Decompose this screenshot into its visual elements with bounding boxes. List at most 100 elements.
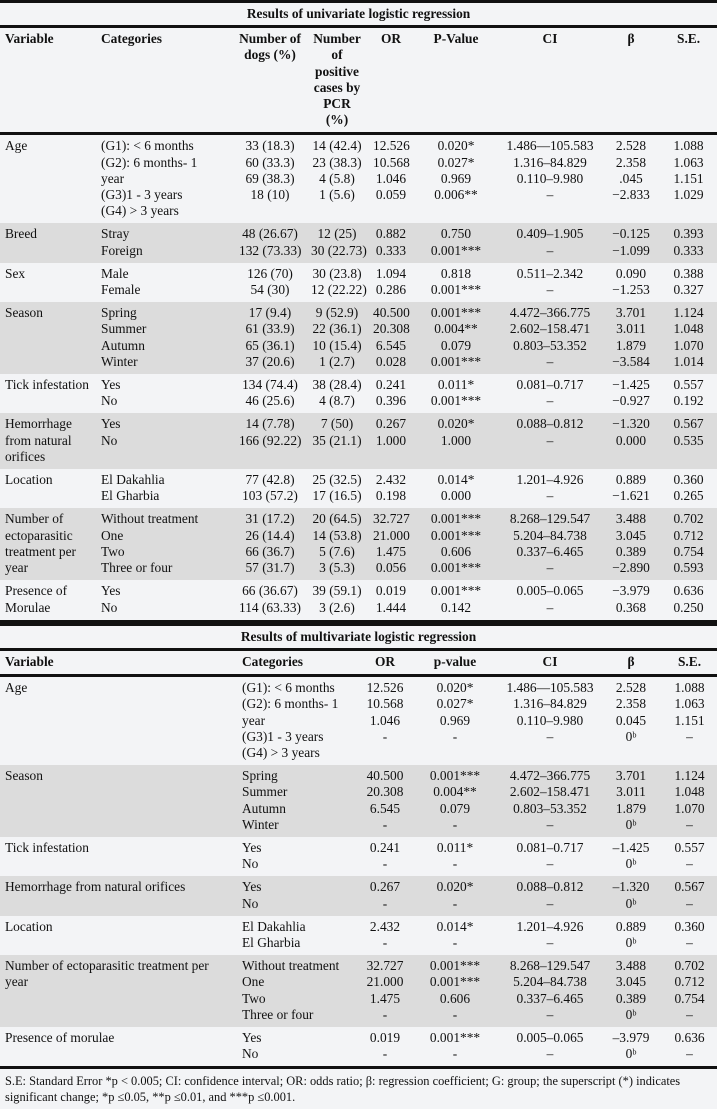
beta-cell: 0.889 0ᵇ (600, 915, 662, 956)
beta-value: 3.011 (616, 321, 646, 337)
se-cell: 1.124 1.048 1.070– (662, 765, 717, 837)
table-footnote: S.E: Standard Error *p < 0.005; CI: conf… (5, 1074, 681, 1105)
p-cell: 0.020* 0.027* 0.969 0.006** (414, 133, 498, 224)
p-value: 0.606 (440, 543, 472, 559)
categories-cell: Spring Summer Autumn Winter (96, 302, 234, 375)
dogs-cell: 33 (18.3) 60 (33.3) 69 (38.3) 18 (10) (234, 133, 306, 224)
se-value: 0.702 (674, 958, 705, 974)
ci-value: 1.201–4.926 (516, 918, 584, 934)
categories-value: (G3)1 - 3 years (101, 187, 183, 203)
or-value: 0.019 (369, 1029, 401, 1045)
table-row: Location El Dakahlia El Gharbia 77 (42.8) 10… (0, 469, 717, 509)
p-value: - (452, 728, 458, 744)
p-value: 0.001*** (430, 393, 482, 409)
categories-value: Yes (101, 377, 121, 393)
or-value: 1.094 (375, 265, 407, 281)
p-value: 0.001*** (430, 527, 482, 543)
se-value: 0.192 (673, 393, 704, 409)
table-row: Tick infestation Yes No 134 (74.4) 46 (25.6)… (0, 374, 717, 414)
or-value: 21.000 (373, 527, 410, 543)
or-value: 20.308 (373, 321, 410, 337)
p-value: - (452, 895, 458, 911)
or-value: - (382, 856, 388, 872)
se-value: – (686, 1046, 693, 1062)
or-value: 40.500 (366, 768, 404, 784)
categories-value: Stray (101, 226, 130, 242)
categories-cell: Yes No (96, 374, 234, 414)
beta-cell: 0.090 −1.253 (602, 262, 660, 303)
or-value: - (382, 934, 388, 950)
categories-value: Autumn (242, 800, 286, 816)
dogs-value: 54 (30) (250, 282, 290, 298)
p-cell: 0.750 0.001*** (414, 223, 498, 263)
table-row: Presence of Morulae Yes No 66 (36.67) 114 (6… (0, 580, 717, 623)
p-value: 0.011* (436, 839, 474, 855)
variable-cell: Hemorrhage from natural orifices (0, 413, 96, 470)
positive-value: 12 (25) (317, 226, 357, 242)
dogs-value: 77 (42.8) (245, 472, 295, 488)
positive-value: 7 (50) (320, 416, 354, 432)
beta-value: −0.125 (612, 226, 650, 242)
categories-value: No (242, 895, 259, 911)
p-value: - (452, 934, 458, 950)
beta-value: 0.389 (615, 990, 647, 1006)
ci-value: – (546, 560, 554, 576)
or-cell: 0.019 1.444 (368, 580, 414, 623)
positive-cell: 30 (23.8) 12 (22.22) (306, 262, 368, 303)
ci-value: 1.316–84.829 (513, 696, 587, 712)
categories-cell: Male Female (96, 262, 234, 303)
table-row: Age (G1): < 6 months (G2): 6 months- 1 year… (0, 675, 717, 766)
variable-cell: Sex (0, 262, 96, 303)
variable-cell: Tick infestation (0, 836, 237, 877)
se-value: 0.712 (674, 974, 705, 990)
or-value: - (382, 728, 388, 744)
p-cell: 0.020* 0.027* 0.969- (410, 675, 500, 766)
dogs-value: 14 (7.78) (245, 416, 295, 432)
se-cell: 0.557 0.192 (660, 374, 717, 414)
beta-value: −1.099 (612, 242, 650, 258)
p-value: 0.001*** (429, 1029, 481, 1045)
beta-value: 0.090 (615, 265, 647, 281)
or-value: 2.432 (375, 472, 407, 488)
beta-value: 3.045 (615, 527, 647, 543)
categories-value: One (242, 974, 265, 990)
or-cell: 2.432- (360, 915, 410, 956)
dogs-value: 103 (57.2) (242, 488, 298, 504)
p-value: - (452, 816, 458, 832)
p-value: - (452, 1006, 458, 1022)
or-value: - (382, 895, 388, 911)
dogs-value: 57 (31.7) (245, 560, 295, 576)
column-header: CI (500, 649, 600, 678)
se-value: 0.327 (673, 282, 704, 298)
se-value: 1.088 (674, 680, 705, 696)
se-value: 0.636 (674, 1029, 705, 1045)
dogs-value: 37 (20.6) (245, 353, 295, 369)
beta-value: −1.425 (612, 377, 650, 393)
positive-value: 12 (22.22) (311, 282, 367, 298)
or-value: - (382, 1046, 388, 1062)
beta-value: .045 (619, 170, 643, 186)
beta-cell: –3.979 0ᵇ (600, 1026, 662, 1070)
categories-value: Yes (242, 879, 262, 895)
se-value: 0.250 (673, 599, 704, 615)
dogs-value: 66 (36.67) (242, 583, 298, 599)
categories-value: Without treatment (242, 958, 340, 974)
p-cell: 0.001*** 0.001*** 0.606 0.001*** (414, 508, 498, 581)
p-value: 1.000 (440, 432, 472, 448)
variable-cell: Season (0, 302, 96, 375)
dogs-value: 33 (18.3) (245, 138, 295, 154)
categories-value: El Dakahlia (101, 472, 165, 488)
ci-value: – (546, 599, 554, 615)
p-value: 0.079 (440, 337, 472, 353)
ci-value: 8.268–129.547 (509, 511, 591, 527)
ci-cell: 0.511–2.342– (498, 262, 602, 303)
positive-value: 10 (15.4) (312, 337, 362, 353)
beta-value: −1.621 (612, 488, 650, 504)
beta-value: −1.253 (612, 282, 650, 298)
or-value: 6.545 (369, 800, 401, 816)
table-row: Season Spring Summer Autumn Winter 17 (9.4) 61… (0, 302, 717, 375)
categories-value: No (242, 1046, 259, 1062)
ci-value: – (546, 816, 554, 832)
se-value: – (686, 856, 693, 872)
variable-cell: Number of ectoparasitic treatment per ye… (0, 955, 237, 1027)
